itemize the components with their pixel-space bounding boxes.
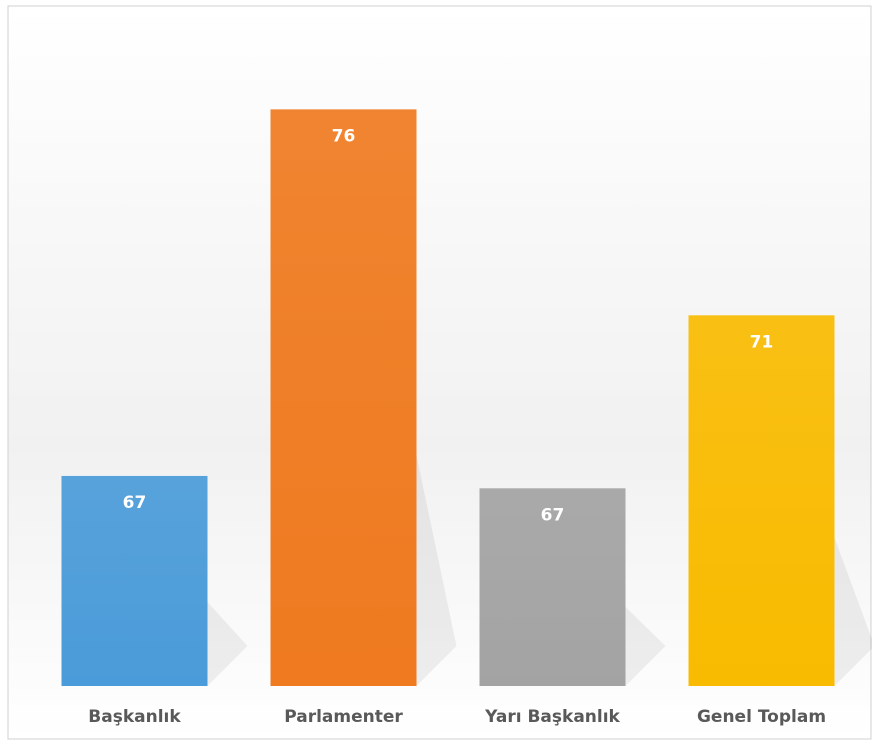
x-tick-label: Yarı Başkanlık <box>484 707 620 727</box>
x-tick-label: Genel Toplam <box>697 707 826 727</box>
x-tick-label: Başkanlık <box>88 707 181 727</box>
bar <box>689 315 835 686</box>
x-tick-label: Parlamenter <box>284 707 403 727</box>
data-label: 67 <box>123 493 147 513</box>
data-label: 76 <box>332 126 356 146</box>
data-label: 67 <box>541 505 565 525</box>
bar <box>271 109 417 686</box>
data-label: 71 <box>750 332 774 352</box>
